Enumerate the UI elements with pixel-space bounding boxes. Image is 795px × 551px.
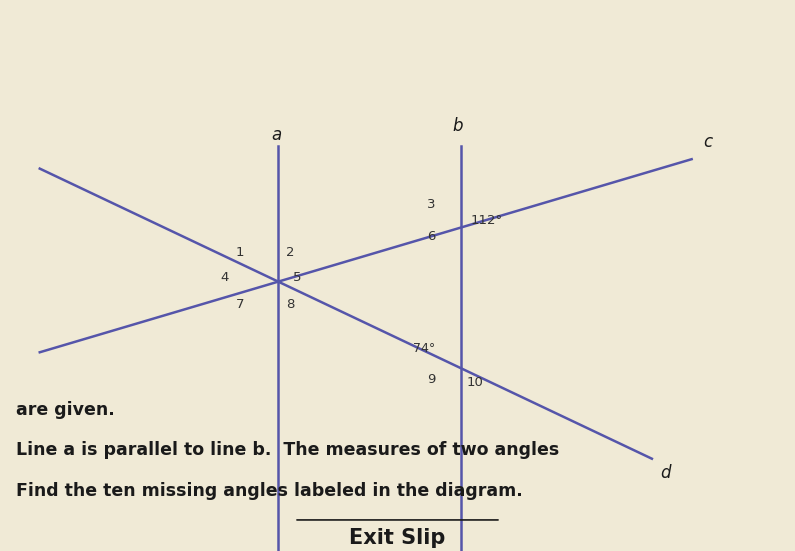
Text: 3: 3 bbox=[427, 198, 436, 211]
Text: 7: 7 bbox=[235, 298, 244, 311]
Text: c: c bbox=[704, 133, 712, 151]
Text: a: a bbox=[272, 126, 281, 143]
Text: d: d bbox=[660, 464, 670, 482]
Text: 6: 6 bbox=[427, 230, 436, 243]
Text: 112°: 112° bbox=[471, 214, 502, 228]
Text: 4: 4 bbox=[220, 271, 229, 284]
Text: 5: 5 bbox=[293, 271, 301, 284]
Text: are given.: are given. bbox=[16, 401, 114, 419]
Text: Exit Slip: Exit Slip bbox=[349, 528, 446, 548]
Text: Line a is parallel to line b.  The measures of two angles: Line a is parallel to line b. The measur… bbox=[16, 441, 559, 460]
Text: 10: 10 bbox=[467, 376, 483, 390]
Text: 9: 9 bbox=[427, 372, 436, 386]
Text: Find the ten missing angles labeled in the diagram.: Find the ten missing angles labeled in t… bbox=[16, 482, 522, 500]
Text: 8: 8 bbox=[286, 298, 295, 311]
Text: 1: 1 bbox=[235, 246, 244, 259]
Text: b: b bbox=[452, 117, 463, 136]
Text: 2: 2 bbox=[286, 246, 295, 259]
Text: 74°: 74° bbox=[413, 342, 436, 355]
